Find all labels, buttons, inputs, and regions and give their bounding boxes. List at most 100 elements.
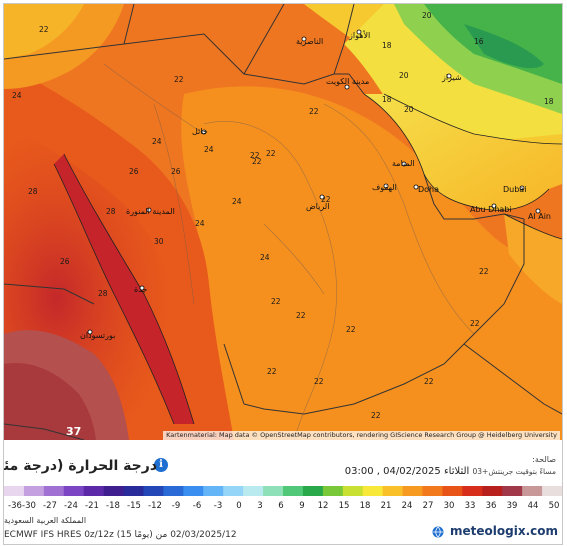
scale-swatch (143, 486, 164, 496)
map-attribution[interactable]: Kartenmaterial: Map data © OpenStreetMap… (163, 431, 560, 440)
temp-label: 22 (39, 25, 49, 34)
info-bar: i درجة الحرارة (درجة مئوية) صالحة: مساءً… (4, 440, 562, 482)
city-dubai: Dubai (503, 185, 526, 194)
temp-label: 24 (204, 145, 214, 154)
scale-swatch (322, 486, 344, 496)
temp-label: 22 (174, 75, 184, 84)
persian-gulf (364, 94, 562, 211)
run-suffix: مساءً بتوقيت جرينتش+03 (472, 467, 556, 476)
zagros-peaks (464, 24, 544, 69)
scale-tick-label: -3 (214, 501, 222, 511)
scale-tick-label: -36 (8, 501, 22, 511)
scale-swatch (223, 486, 244, 496)
temp-label: 22 (250, 151, 260, 160)
color-scale: -36 -30 -27 -24 -21 -18 -15 -12 -9 -6 -3 0 3 6 9 12 15 18… (4, 482, 562, 516)
city-doha: Doha (418, 185, 439, 194)
scale-tick-label: -6 (193, 501, 201, 511)
valid-time: مساءً بتوقيت جرينتش+03 الثلاثاء 04/02/20… (345, 466, 556, 477)
brand-link[interactable]: meteologix.com (450, 524, 558, 538)
temp-label: 22 (424, 377, 434, 386)
scale-swatch (422, 486, 443, 496)
scale-tick-label: 27 (423, 501, 434, 511)
temp-label: 22 (266, 149, 276, 158)
scale-swatch (302, 486, 324, 496)
scale-swatch (123, 486, 144, 496)
city-medina: المدينة المنورة (126, 207, 175, 216)
scale-swatch (263, 486, 284, 496)
map-canvas: 22 24 22 20 18 22 24 26 24 22 22 24 22 2… (4, 4, 562, 440)
city-port-sudan: بورتسودان (80, 331, 115, 340)
scale-tick-label: -9 (172, 501, 180, 511)
scale-swatch (23, 486, 45, 496)
temp-label: 22 (371, 411, 381, 420)
scale-tick-label: 0 (236, 501, 241, 511)
map-title: درجة الحرارة (درجة مئوية) (3, 458, 157, 474)
temp-label: 22 (470, 319, 480, 328)
scale-tick-label: 21 (381, 501, 392, 511)
city-al-ain: Al Ain (528, 212, 551, 221)
scale-swatch (502, 486, 523, 496)
model-label: ECMWF IFS HRES 0z/12z (15 يومًا) 02/03/2… (4, 530, 237, 540)
scale-tick-label: 18 (360, 501, 371, 511)
temperature-map[interactable]: 22 24 22 20 18 22 24 26 24 22 22 24 22 2… (4, 4, 562, 440)
temp-label: 22 (479, 267, 489, 276)
scale-swatch (43, 486, 65, 496)
scale-tick-label: 50 (549, 501, 560, 511)
country-label: المملكة العربية السعودية (4, 516, 87, 525)
temp-label: 16 (474, 37, 484, 46)
city-manama: المنامة (392, 159, 415, 168)
scale-tick-label: 24 (402, 501, 413, 511)
scale-swatch (342, 486, 364, 496)
temp-label: 22 (252, 157, 262, 166)
city-abu-dhabi: Abu Dhabi (470, 205, 512, 214)
highlands-inner (4, 363, 96, 440)
scale-swatch (103, 486, 125, 496)
scale-swatch (402, 486, 423, 496)
scale-swatch (243, 486, 264, 496)
temp-label: 26 (129, 167, 139, 176)
color-scale-svg: -36 -30 -27 -24 -21 -18 -15 -12 -9 -6 -3 0 3 6 9 12 15 18… (4, 486, 562, 511)
scale-tick-label: -12 (148, 501, 162, 511)
scale-tick-label: 30 (444, 501, 455, 511)
scale-swatch (442, 486, 463, 496)
city-labels: الرياض المدينة المنورة حائل مدينة الكويت… (80, 29, 551, 340)
scale-swatch (183, 486, 204, 496)
scale-swatch (462, 486, 483, 496)
scale-tick-label: 6 (278, 501, 283, 511)
temp-label: 18 (382, 41, 392, 50)
scale-tick-label: 44 (528, 501, 539, 511)
scale-tick-label: 39 (507, 501, 518, 511)
coastlines (53, 93, 562, 425)
temp-label: 24 (195, 219, 205, 228)
temp-label: 22 (321, 195, 331, 204)
scale-tick-label: 9 (299, 501, 304, 511)
scale-swatch (163, 486, 184, 496)
scale-tick-label: -27 (43, 501, 57, 511)
scale-tick-label: 33 (465, 501, 476, 511)
temp-label: 26 (171, 167, 181, 176)
red-sea-water (54, 154, 194, 424)
temp-label: 20 (422, 11, 432, 20)
temp-label: 22 (346, 325, 356, 334)
city-riyadh: الرياض (306, 202, 329, 211)
scale-swatch (362, 486, 384, 496)
scale-tick-label: -15 (127, 501, 141, 511)
temp-label: 24 (232, 197, 242, 206)
scale-swatch (482, 486, 503, 496)
footer: المملكة العربية السعودية ECMWF IFS HRES … (4, 516, 562, 544)
scale-tick-label: -24 (64, 501, 78, 511)
city-kuwait: مدينة الكويت (326, 77, 369, 86)
map-window: 22 24 22 20 18 22 24 26 24 22 22 24 22 2… (3, 3, 563, 545)
valid-label: صالحة: (532, 455, 556, 464)
nw-cool (4, 4, 84, 59)
temp-label: 30 (154, 237, 164, 246)
temp-label: 22 (267, 367, 277, 376)
scale-tick-label: 3 (257, 501, 262, 511)
temperature-labels: 22 24 22 20 18 22 24 26 24 22 22 24 22 2… (12, 11, 554, 420)
globe-icon (432, 526, 444, 538)
scale-swatch (63, 486, 85, 496)
info-icon[interactable]: i (154, 458, 168, 472)
temp-label: 18 (544, 97, 554, 106)
temp-label: 22 (314, 377, 324, 386)
temp-label: 22 (296, 311, 306, 320)
